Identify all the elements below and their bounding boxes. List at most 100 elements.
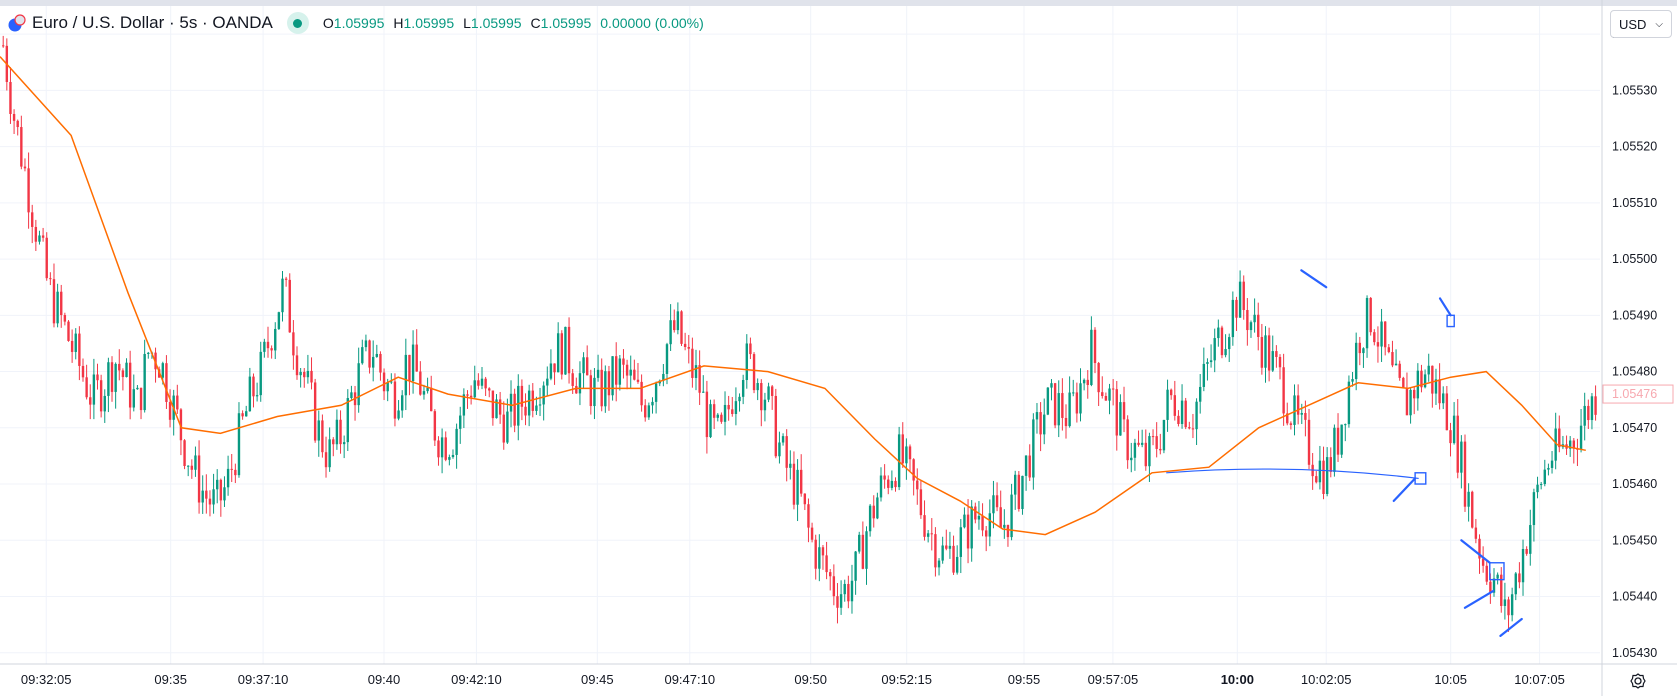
drawing-arrow-6[interactable] [1499, 617, 1523, 637]
candlestick-series [2, 35, 1597, 632]
candle-body [1572, 440, 1576, 449]
candle-body [426, 387, 429, 392]
candle-body [876, 497, 879, 519]
candle-body [654, 383, 658, 402]
drawing-arrow-2[interactable] [1438, 297, 1452, 317]
drawing-arrow-1[interactable] [1300, 269, 1328, 289]
candle-body [324, 452, 328, 468]
price-tick-label: 1.05520 [1612, 140, 1657, 154]
price-tick-label: 1.05450 [1612, 533, 1657, 547]
candle-body [386, 382, 389, 392]
candle-body [760, 383, 763, 411]
symbol-title[interactable]: Euro / U.S. Dollar · 5s · OANDA [32, 13, 273, 32]
candle-body [916, 480, 919, 490]
last-price-label: 1.05476 [1612, 387, 1657, 401]
candle-body [1315, 476, 1318, 483]
candle-body [716, 414, 719, 418]
candle-body [553, 363, 556, 373]
gear-icon[interactable] [1627, 670, 1649, 692]
candle-body [1485, 565, 1488, 582]
drawing-arrow-3[interactable] [1392, 477, 1417, 503]
candle-body [945, 545, 948, 549]
candle-body [1050, 383, 1053, 388]
candle-body [295, 355, 299, 376]
drawing-curve[interactable] [1166, 468, 1419, 480]
candle-body [121, 370, 125, 378]
chart-grid [0, 6, 1600, 664]
drawing-arrow-4[interactable] [1460, 539, 1491, 564]
candle-body [1587, 405, 1590, 421]
price-tick-label: 1.05510 [1612, 196, 1657, 210]
price-tick-label: 1.05530 [1612, 83, 1657, 97]
candle-body [1394, 363, 1398, 366]
candle-body [226, 468, 230, 488]
candle-body [448, 457, 451, 460]
candle-body [1097, 363, 1100, 393]
candle-body [488, 388, 491, 391]
candle-body [1014, 474, 1017, 495]
candle-body [1383, 321, 1387, 348]
candle-body [1111, 388, 1115, 390]
candle-body [1148, 436, 1151, 467]
open-label: O [322, 15, 334, 31]
candle-body [651, 401, 654, 406]
candle-body [230, 468, 233, 470]
candle-body [1481, 558, 1485, 566]
candle-body [328, 439, 331, 468]
candle-body [469, 395, 473, 398]
candle-body [103, 395, 106, 412]
candle-body [527, 390, 531, 416]
candle-body [894, 480, 897, 488]
candle-body [778, 442, 781, 457]
candle-body [1046, 387, 1050, 415]
currency-selector[interactable]: USD ⌵ [1610, 10, 1672, 38]
candle-body [1115, 389, 1118, 436]
drawing-box-1[interactable] [1446, 314, 1455, 328]
candle-body [890, 480, 894, 488]
candle-body [201, 490, 204, 503]
candle-body [1340, 424, 1343, 455]
candle-body [647, 405, 651, 418]
candle-body [332, 439, 335, 445]
candle-body [825, 555, 828, 573]
drawing-arrow-5[interactable] [1463, 589, 1495, 609]
time-tick-label: 09:40 [368, 672, 401, 687]
candle-body [1354, 342, 1358, 380]
candle-body [633, 369, 636, 380]
candle-body [1478, 538, 1481, 559]
candle-body [404, 354, 408, 396]
candle-body [1104, 395, 1108, 401]
candle-body [1456, 415, 1459, 473]
candle-body [1336, 427, 1340, 455]
candle-body [176, 395, 179, 410]
candle-body [1431, 365, 1434, 394]
candle-body [767, 386, 770, 400]
high-value: 1.05995 [403, 15, 455, 31]
candle-body [27, 168, 30, 213]
candle-body [342, 442, 346, 445]
candle-body [255, 395, 259, 397]
candle-body [1159, 448, 1162, 451]
candle-body [1173, 395, 1177, 416]
candle-body [128, 362, 132, 408]
candle-body [1409, 389, 1412, 416]
candle-body [803, 493, 807, 505]
candle-body [1420, 370, 1423, 388]
candle-body [1300, 413, 1303, 415]
candle-body [473, 380, 476, 398]
drawing-box-3[interactable] [1489, 562, 1505, 581]
time-tick-label: 09:52:15 [881, 672, 932, 687]
candle-body [147, 352, 150, 354]
candle-body [444, 437, 447, 460]
candle-body [234, 469, 237, 476]
candle-body [96, 374, 99, 381]
candle-body [1362, 348, 1365, 354]
candle-body [498, 399, 502, 415]
candle-body [720, 414, 723, 422]
candle-body [1260, 336, 1264, 368]
candle-body [74, 333, 77, 352]
candle-body [1293, 395, 1296, 425]
candle-body [1521, 549, 1525, 583]
candle-body [1590, 396, 1594, 421]
